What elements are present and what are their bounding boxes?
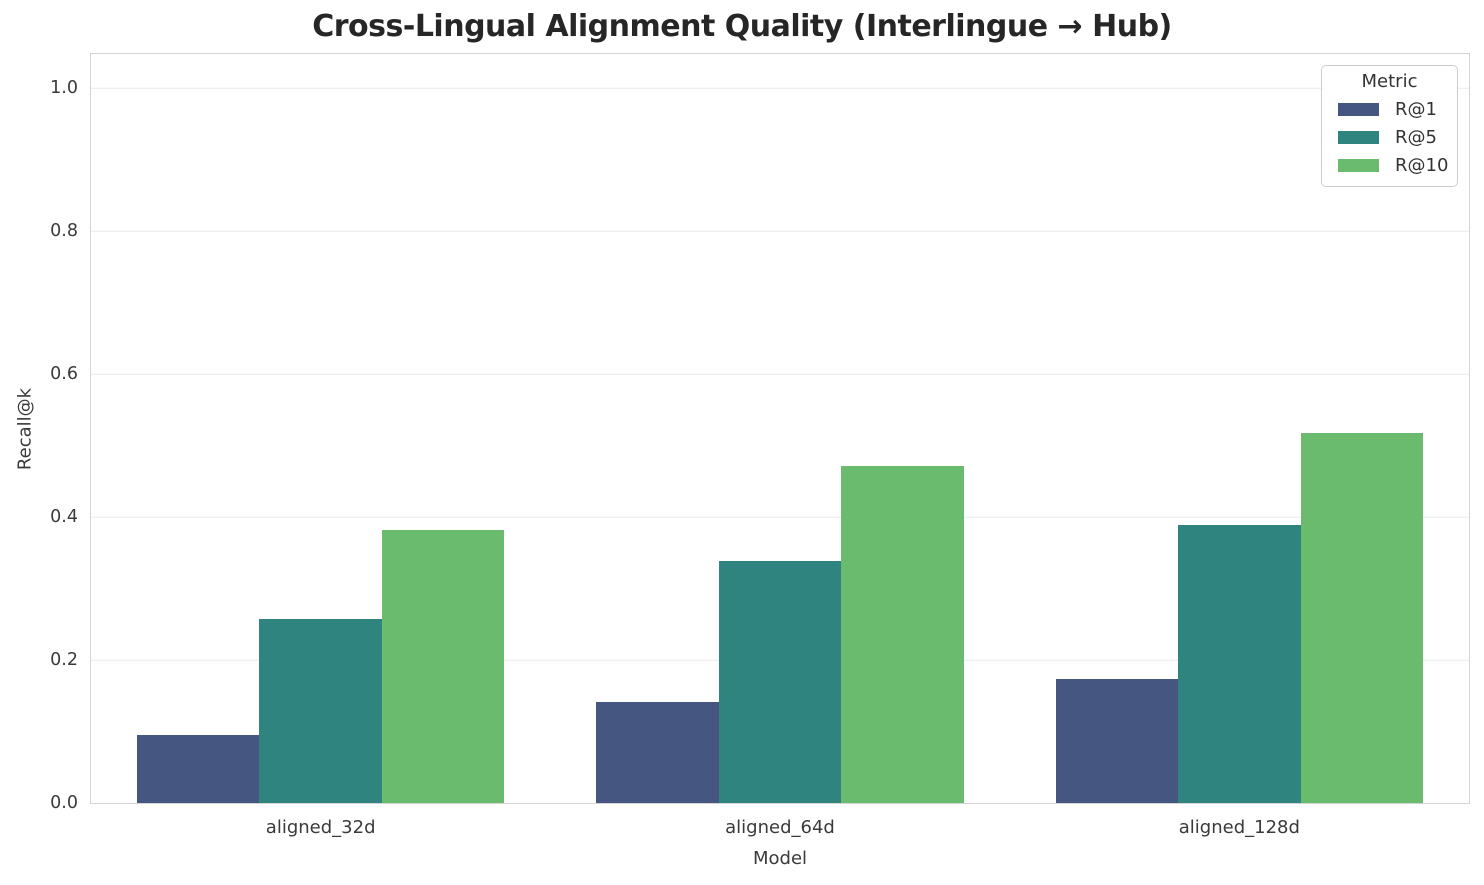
chart-title: Cross-Lingual Alignment Quality (Interli… <box>312 9 1172 44</box>
y-tick-label: 0.0 <box>50 793 78 813</box>
legend-swatch-icon <box>1338 130 1379 144</box>
x-tick-label: aligned_32d <box>265 817 376 838</box>
bar-aligned_32d-R@5 <box>259 618 382 803</box>
gridline <box>91 516 1469 518</box>
legend-swatch-icon <box>1338 158 1379 172</box>
bar-aligned_128d-R@5 <box>1178 524 1301 803</box>
gridline <box>91 373 1469 375</box>
legend-item: R@10 <box>1330 151 1449 179</box>
y-tick-label: 0.2 <box>50 650 78 671</box>
y-axis-label: Recall@k <box>14 387 36 470</box>
x-tick-label: aligned_128d <box>1178 817 1300 838</box>
x-tick-label: aligned_64d <box>725 817 835 838</box>
legend-swatch-icon <box>1338 102 1379 116</box>
y-tick-label: 1.0 <box>50 78 78 99</box>
legend-item-label: R@10 <box>1395 154 1449 176</box>
bar-aligned_64d-R@10 <box>841 465 964 803</box>
legend-item: R@1 <box>1330 95 1449 123</box>
bar-aligned_64d-R@1 <box>596 701 719 803</box>
legend-items: R@1 R@5 R@10 <box>1330 95 1449 179</box>
legend: Metric R@1 R@5 R@10 <box>1321 65 1458 187</box>
bar-aligned_32d-R@1 <box>136 735 260 803</box>
legend-title: Metric <box>1361 71 1418 92</box>
axes: Recall@k Model Metric R@1 R@5 R@10 0.0 0.2 0… <box>15 53 1470 869</box>
y-tick-label: 0.8 <box>50 221 78 242</box>
legend-item: R@5 <box>1330 123 1449 151</box>
legend-item-label: R@1 <box>1395 98 1437 120</box>
bar-aligned_32d-R@10 <box>381 530 505 803</box>
bar-aligned_128d-R@1 <box>1055 678 1179 803</box>
y-tick-label: 0.4 <box>50 507 78 528</box>
gridline <box>91 87 1469 90</box>
bar-aligned_128d-R@10 <box>1300 432 1424 803</box>
y-tick-label: 0.6 <box>50 364 78 385</box>
bar-aligned_64d-R@5 <box>718 561 842 803</box>
gridline <box>91 230 1469 232</box>
x-axis-label: Model <box>752 848 808 869</box>
legend-item-label: R@5 <box>1395 126 1437 148</box>
